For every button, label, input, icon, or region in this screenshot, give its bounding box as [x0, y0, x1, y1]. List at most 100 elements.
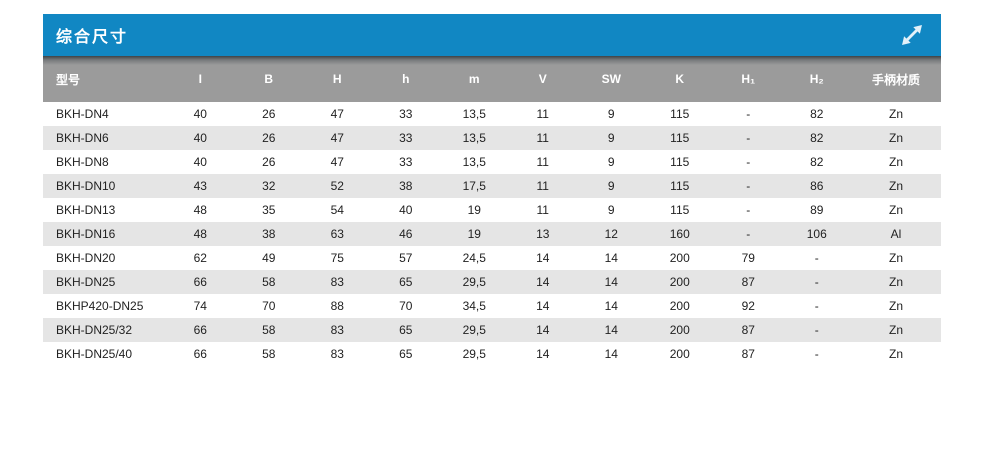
table-cell: 14 [604, 251, 618, 265]
table-cell: 58 [262, 347, 276, 361]
model-cell: BKH-DN4 [56, 107, 109, 121]
table-cell: 19 [467, 227, 481, 241]
table-cell: 14 [536, 347, 550, 361]
table-cell: 9 [607, 179, 615, 193]
table-cell: 115 [670, 131, 690, 145]
table-cell: 13,5 [462, 107, 486, 121]
table-cell: 11 [536, 131, 549, 145]
table-cell: 32 [262, 179, 276, 193]
table-cell: 63 [330, 227, 344, 241]
model-cell: BKHP420-DN25 [56, 299, 144, 313]
table-cell: 74 [193, 299, 207, 313]
table-cell: 17,5 [462, 179, 486, 193]
table-cell: 57 [399, 251, 413, 265]
table-row: BKH-DN16 48 38 63 46 19 13 12 160 - 106 Al [43, 222, 941, 246]
table-cell: 87 [741, 323, 755, 337]
table-cell: 26 [262, 131, 276, 145]
column-header: H₁ [714, 56, 783, 102]
model-cell: BKH-DN16 [56, 227, 116, 241]
table-cell: 9 [607, 107, 615, 121]
table-cell: 12 [604, 227, 618, 241]
column-header: I [166, 56, 235, 102]
table-cell: 62 [193, 251, 207, 265]
table-row: BKH-DN25 66 58 83 65 29,5 14 14 200 87 - Zn [43, 270, 941, 294]
table-cell: 200 [669, 299, 690, 313]
table-cell: 82 [810, 107, 824, 121]
table-cell: 115 [670, 179, 690, 193]
table-cell: 92 [741, 299, 755, 313]
table-cell: 40 [193, 131, 207, 145]
table-cell: - [814, 299, 819, 313]
table-cell: 75 [330, 251, 344, 265]
table-cell: 79 [741, 251, 755, 265]
table-cell: 106 [806, 227, 827, 241]
table-cell: 66 [193, 323, 207, 337]
table-cell: 29,5 [462, 275, 486, 289]
table-body: BKH-DN4 40 26 47 33 13,5 11 9 115 - 82 Zn BKH-DN6 40 2… [43, 102, 941, 366]
table-cell: 33 [399, 155, 413, 169]
table-cell: 43 [193, 179, 207, 193]
table-cell: 14 [536, 275, 550, 289]
column-header: B [234, 56, 303, 102]
table-cell: 66 [193, 347, 207, 361]
table-cell: 115 [670, 203, 690, 217]
table-cell: 83 [330, 347, 344, 361]
table-cell: - [814, 275, 819, 289]
table-cell: Zn [888, 323, 903, 337]
table-cell: 47 [330, 131, 344, 145]
table-cell: 40 [193, 107, 207, 121]
table-cell: 33 [399, 131, 413, 145]
table-cell: 14 [536, 299, 550, 313]
table-cell: - [746, 203, 751, 217]
table-cell: 200 [669, 347, 690, 361]
table-cell: 13,5 [462, 155, 486, 169]
table-row: BKH-DN8 40 26 47 33 13,5 11 9 115 - 82 Zn [43, 150, 941, 174]
table-cell: - [814, 323, 819, 337]
table-row: BKH-DN6 40 26 47 33 13,5 11 9 115 - 82 Zn [43, 126, 941, 150]
column-header: 手柄材质 [851, 56, 941, 102]
model-cell: BKH-DN25/40 [56, 347, 133, 361]
table-cell: Zn [888, 155, 903, 169]
table-cell: 70 [262, 299, 276, 313]
model-cell: BKH-DN8 [56, 155, 109, 169]
table-cell: 14 [604, 275, 618, 289]
table-cell: 38 [262, 227, 276, 241]
model-cell: BKH-DN25 [56, 275, 116, 289]
table-cell: - [814, 347, 819, 361]
table-cell: 11 [536, 203, 549, 217]
table-cell: 70 [399, 299, 413, 313]
table-cell: 13 [536, 227, 550, 241]
table-cell: 26 [262, 155, 276, 169]
table-cell: 115 [670, 155, 690, 169]
table-cell: 82 [810, 131, 824, 145]
column-header: V [508, 56, 577, 102]
table-cell: - [746, 131, 751, 145]
panel-title-bar: 综合尺寸 [43, 14, 941, 56]
model-cell: BKH-DN10 [56, 179, 116, 193]
table-cell: 49 [262, 251, 276, 265]
table-cell: 47 [330, 155, 344, 169]
table-cell: 29,5 [462, 347, 486, 361]
table-cell: 88 [330, 299, 344, 313]
table-cell: 66 [193, 275, 207, 289]
table-cell: Zn [888, 107, 903, 121]
table-cell: 65 [399, 275, 413, 289]
table-cell: 52 [330, 179, 344, 193]
table-cell: 160 [669, 227, 690, 241]
column-header: K [645, 56, 714, 102]
column-header: 型号 [43, 56, 166, 102]
column-header: H₂ [782, 56, 851, 102]
table-cell: 47 [330, 107, 344, 121]
table-cell: 35 [262, 203, 276, 217]
table-cell: 200 [669, 251, 690, 265]
table-cell: Zn [888, 179, 903, 193]
table-cell: - [814, 251, 819, 265]
table-cell: 83 [330, 275, 344, 289]
table-cell: Zn [888, 347, 903, 361]
expand-arrows-icon[interactable] [898, 22, 925, 49]
table-cell: 14 [604, 347, 618, 361]
table-cell: 46 [399, 227, 413, 241]
table-cell: 58 [262, 275, 276, 289]
